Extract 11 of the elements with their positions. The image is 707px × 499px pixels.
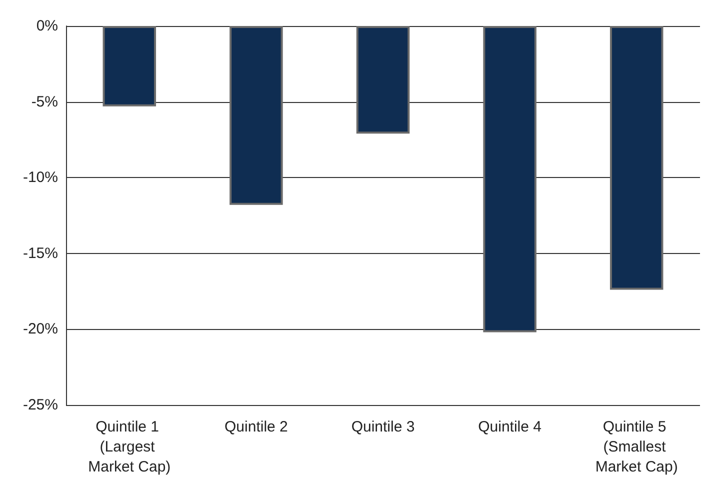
x-tick-label: Quintile 4 <box>478 418 542 436</box>
y-tick-label: -25% <box>22 396 58 414</box>
y-tick-label: -5% <box>31 93 58 110</box>
x-tick-label: Quintile 2 <box>224 418 288 436</box>
x-tick-label: Quintile 5 (Smallest Market Cap) <box>595 418 678 476</box>
y-tick-label: -20% <box>22 320 58 338</box>
x-tick-label: Quintile 1 (Largest Market Cap) <box>88 418 171 476</box>
y-tick-label: 0% <box>36 18 58 34</box>
y-tick-label: -10% <box>22 169 58 186</box>
x-tick-label: Quintile 3 <box>351 418 415 436</box>
y-tick-label: -15% <box>22 244 58 262</box>
